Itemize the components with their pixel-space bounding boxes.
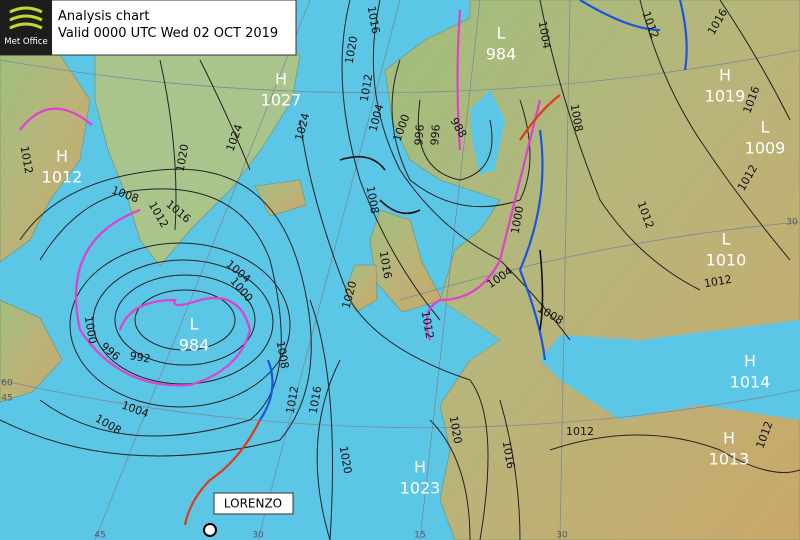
- isobar-label: 1016: [365, 5, 383, 35]
- storm-name: LORENZO: [224, 497, 282, 511]
- centre-value: 984: [179, 336, 210, 355]
- centre-kind: H: [723, 429, 735, 448]
- isobar-label: 1016: [307, 385, 325, 415]
- isobar-label: 1000: [509, 205, 527, 235]
- centre-kind: L: [190, 315, 199, 334]
- isobar-label: 1012: [284, 385, 302, 415]
- inland-seas: [425, 90, 800, 420]
- header-title: Analysis chart: [58, 9, 150, 24]
- pressure-centres: H 1027 L 984 H 1019 L 1009 H 1012 L 1010 L 984 H 1014 H 1…: [42, 24, 786, 498]
- isobar-label: 996: [412, 124, 427, 146]
- isobar-label: 1020: [337, 445, 355, 475]
- isobar-label: 1012: [358, 73, 376, 103]
- isobar-label: 1016: [500, 440, 518, 470]
- centre-kind: H: [744, 352, 756, 371]
- isobar-label: 1012: [703, 273, 733, 291]
- isobar-label: 992: [129, 349, 152, 365]
- centre-value: 1027: [261, 91, 302, 110]
- centre-kind: H: [56, 147, 68, 166]
- isobar-label: 1012: [419, 310, 437, 340]
- centre-value: 984: [486, 45, 517, 64]
- isobar-label: 1008: [274, 340, 292, 370]
- graticule-label: 30: [252, 531, 264, 540]
- isobar-label: 1012: [566, 425, 594, 438]
- graticule-label: 60: [1, 379, 13, 389]
- centre-value: 1009: [745, 139, 786, 158]
- graticule-label: 15: [414, 531, 425, 540]
- isobar-label: 1008: [364, 185, 382, 215]
- graticule-label: 30: [556, 531, 568, 540]
- header: Met Office Analysis chart Valid 0000 UTC…: [0, 0, 297, 56]
- graticule-label: 45: [1, 394, 12, 404]
- isobar-label: 1020: [174, 143, 192, 173]
- logo-mark: [9, 6, 43, 30]
- centre-kind: H: [275, 70, 287, 89]
- isobar-label: 1012: [18, 145, 36, 175]
- isobar-label: 1004: [536, 20, 554, 50]
- logo-text: Met Office: [4, 37, 47, 47]
- centre-value: 1019: [705, 87, 746, 106]
- header-valid: Valid 0000 UTC Wed 02 OCT 2019: [58, 26, 278, 41]
- centre-value: 1013: [709, 450, 750, 469]
- isobar-label: 996: [428, 124, 443, 146]
- graticule-labels: 60 45 45 30 15 30 30: [1, 218, 798, 540]
- fronts: [19, 0, 688, 526]
- centre-value: 1014: [730, 373, 771, 392]
- centre-kind: L: [761, 118, 770, 137]
- centre-value: 1012: [42, 168, 83, 187]
- isobar-label: 1016: [377, 250, 395, 280]
- centre-kind: H: [719, 66, 731, 85]
- centre-kind: L: [497, 24, 506, 43]
- graticule-label: 45: [94, 531, 105, 540]
- isobar-label: 1000: [82, 315, 100, 345]
- storm-label: LORENZO: [203, 492, 294, 537]
- storm-symbol: [203, 523, 217, 537]
- storm-box: [213, 492, 294, 515]
- isobar-label: 1008: [568, 103, 586, 133]
- isobar-label: 1020: [343, 35, 361, 65]
- centre-value: 1010: [706, 251, 747, 270]
- isobar-label: 1020: [447, 415, 465, 445]
- centre-value: 1023: [400, 479, 441, 498]
- centre-kind: H: [414, 458, 426, 477]
- graticule-label: 30: [786, 218, 798, 228]
- centre-kind: L: [722, 230, 731, 249]
